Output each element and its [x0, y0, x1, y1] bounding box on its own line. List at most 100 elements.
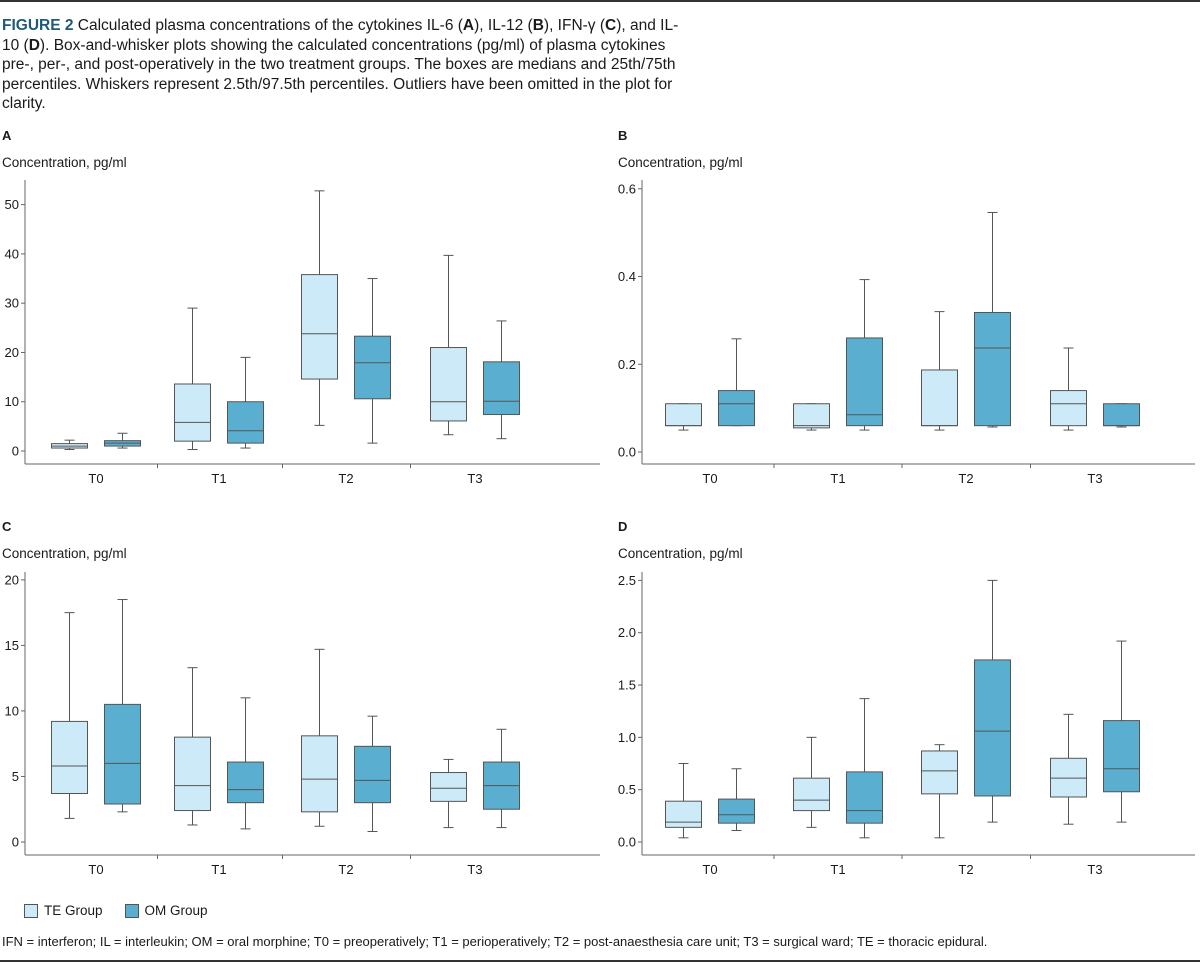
om-box-t1: [227, 356, 264, 449]
y-tick-label: 1.0: [618, 730, 636, 745]
caption-text: ), IL-12 (: [474, 17, 533, 34]
iqr-box: [1103, 720, 1140, 793]
y-tick-label: 50: [5, 197, 19, 212]
iqr-box: [793, 403, 830, 429]
y-axis-label: Concentration, pg/ml: [618, 546, 743, 561]
iqr-box: [301, 274, 338, 380]
iqr-box: [227, 761, 264, 804]
y-tick-label: 5: [12, 769, 19, 784]
om-box-t0: [718, 768, 755, 831]
y-tick-label: 0.6: [618, 181, 636, 196]
x-tick-label: T3: [1087, 862, 1102, 877]
x-tick-label: T1: [211, 471, 226, 486]
te-box-t0: [665, 763, 702, 839]
y-tick-label: 10: [5, 394, 19, 409]
om-box-t0: [718, 338, 755, 427]
figure-label: FIGURE 2: [2, 17, 74, 34]
x-tick-label: T1: [211, 862, 226, 877]
iqr-box: [104, 703, 141, 805]
caption-panel-ref: D: [28, 36, 40, 54]
te-box-t1: [793, 736, 830, 828]
y-axis-label: Concentration, pg/ml: [2, 155, 127, 170]
top-rule: [0, 0, 1200, 2]
legend-swatch-om: [124, 903, 139, 918]
om-box-t1: [227, 697, 264, 830]
x-tick-label: T1: [830, 471, 845, 486]
om-box-t2: [354, 715, 391, 833]
y-tick-label: 0.5: [618, 782, 636, 797]
iqr-box: [1050, 390, 1087, 427]
te-box-t2: [921, 311, 958, 431]
te-box-t1: [174, 667, 211, 826]
te-box-t1: [174, 307, 211, 451]
x-tick-label: T2: [958, 862, 973, 877]
y-tick-label: 10: [5, 703, 19, 718]
caption-panel-ref: A: [462, 17, 475, 34]
y-tick-label: 0.2: [618, 357, 636, 372]
panel-c: C Concentration, pg/ml 0 5 10 15 20 T0 T1 T2 T3: [2, 519, 600, 877]
te-box-t3: [1050, 713, 1087, 825]
bottom-rule: [0, 960, 1200, 962]
caption-panel-ref: B: [532, 17, 544, 34]
iqr-box: [921, 369, 958, 427]
y-tick-label: 0: [12, 444, 19, 459]
caption-text: Calculated plasma concentrations of the …: [73, 17, 463, 34]
iqr-box: [974, 311, 1011, 427]
y-axis-label: Concentration, pg/ml: [2, 546, 127, 561]
panel-letter: C: [2, 519, 12, 534]
y-tick-label: 1.5: [618, 678, 636, 693]
te-box-t1: [793, 403, 830, 431]
om-box-t0: [104, 432, 141, 449]
iqr-box: [793, 777, 830, 812]
om-box-t3: [483, 320, 520, 440]
caption-text: ). Box-and-whisker plots showing the cal…: [2, 36, 676, 113]
legend: TE Group OM Group: [24, 903, 230, 918]
om-box-t3: [1103, 403, 1140, 428]
y-tick-label: 0: [12, 835, 19, 850]
y-tick-label: 2.0: [618, 625, 636, 640]
iqr-box: [354, 745, 391, 804]
om-box-t3: [483, 728, 520, 829]
om-box-t3: [1103, 640, 1140, 823]
y-tick-label: 20: [5, 572, 19, 587]
figure-caption: FIGURE 2 Calculated plasma concentration…: [2, 16, 692, 114]
iqr-box: [354, 335, 391, 400]
te-box-t0: [51, 612, 88, 819]
iqr-box: [1050, 757, 1087, 798]
te-box-t2: [301, 190, 338, 426]
caption-panel-ref: C: [605, 17, 617, 34]
om-box-t2: [974, 211, 1011, 428]
x-tick-label: T0: [702, 862, 717, 877]
x-tick-label: T2: [958, 471, 973, 486]
x-tick-label: T3: [1087, 471, 1102, 486]
iqr-box: [227, 401, 264, 444]
x-tick-label: T3: [467, 471, 482, 486]
iqr-box: [301, 735, 338, 813]
x-tick-label: T2: [338, 471, 353, 486]
caption-body: Calculated plasma concentrations of the …: [2, 17, 678, 112]
om-box-t2: [354, 278, 391, 444]
legend-label-om: OM Group: [144, 903, 208, 918]
x-tick-label: T3: [467, 862, 482, 877]
iqr-box: [430, 772, 467, 802]
x-tick-label: T2: [338, 862, 353, 877]
y-tick-label: 40: [5, 246, 19, 261]
x-tick-label: T0: [88, 862, 103, 877]
panel-d: D Concentration, pg/ml 0.0 0.5 1.0 1.5 2.0 2.5 T…: [618, 519, 1195, 877]
panel-b: B Concentration, pg/ml 0.0 0.2 0.4 0.6 T0 T1 T2 T…: [618, 128, 1195, 486]
panel-a: A Concentration, pg/ml 0 10 20 30 40 50 T0 T1 T2 T3: [2, 128, 600, 486]
iqr-box: [430, 347, 467, 422]
iqr-box: [718, 798, 755, 824]
caption-text: ), and IL-10 (: [2, 17, 679, 54]
te-box-t0: [51, 439, 88, 451]
iqr-box: [974, 659, 1011, 797]
iqr-box: [174, 383, 211, 442]
iqr-box: [1103, 403, 1140, 427]
panel-letter: B: [618, 128, 627, 143]
x-tick-label: T1: [830, 862, 845, 877]
x-tick-label: T0: [88, 471, 103, 486]
iqr-box: [846, 337, 883, 427]
caption-text: ), IFN-γ (: [543, 17, 606, 34]
legend-swatch-te: [24, 903, 38, 918]
